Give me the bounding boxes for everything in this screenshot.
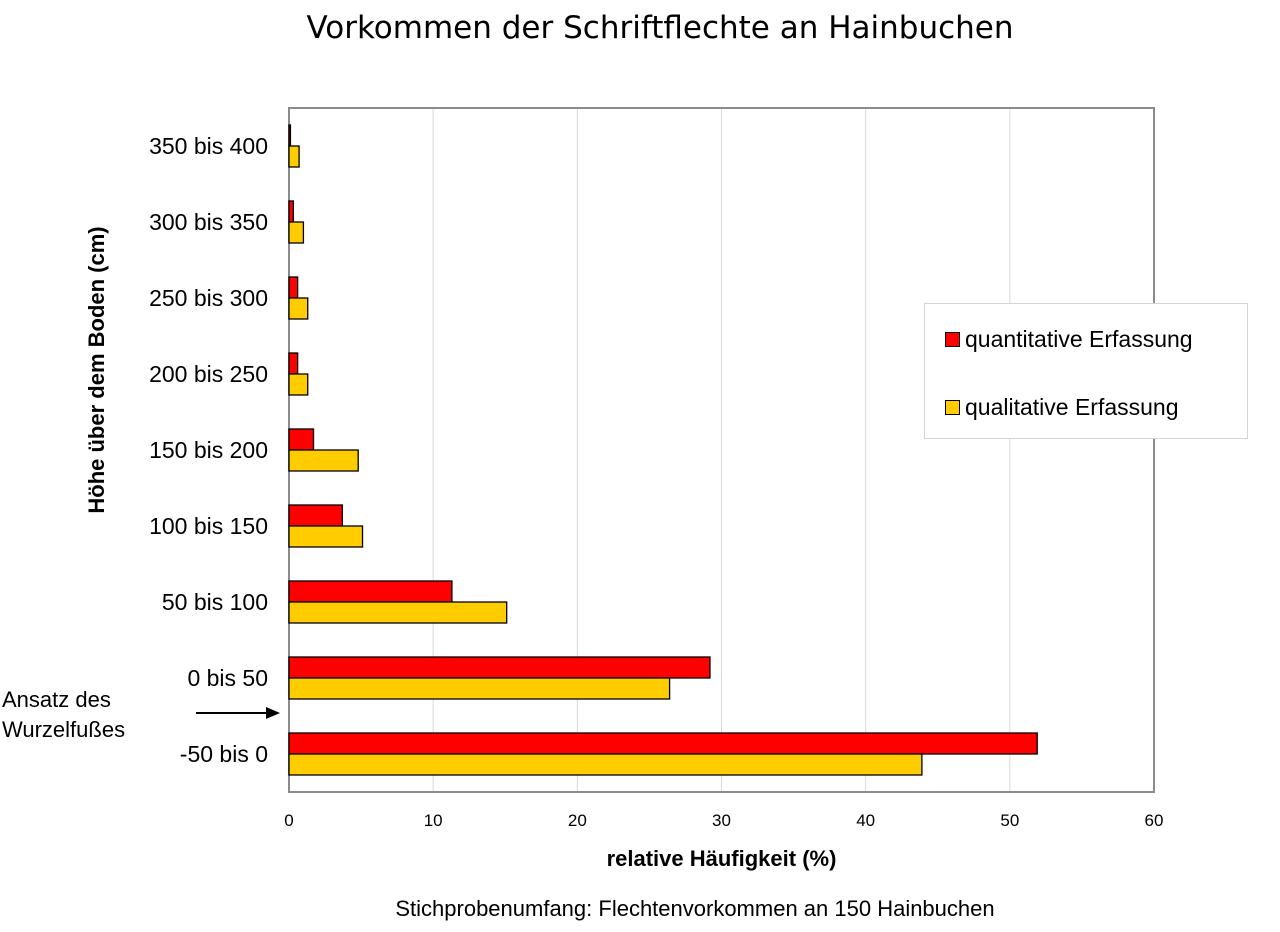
bar-qualitative-0 (288, 145, 300, 168)
bar-qualitative-2 (288, 297, 309, 320)
bar-quantitative-8 (288, 732, 1038, 755)
legend-swatch-qualitative (945, 400, 960, 415)
category-label-0: 350 bis 400 (149, 133, 268, 159)
x-tick-label-6: 60 (1145, 811, 1164, 830)
category-label-6: 50 bis 100 (162, 589, 268, 615)
chart-title: Vorkommen der Schriftflechte an Hainbuch… (306, 10, 1014, 46)
x-axis-label: relative Häufigkeit (%) (607, 846, 837, 871)
annotation-line-1: Ansatz des (2, 687, 111, 712)
category-label-7: 0 bis 50 (187, 665, 268, 691)
category-label-2: 250 bis 300 (149, 285, 268, 311)
bar-quantitative-2 (288, 276, 299, 299)
x-tick-label-5: 50 (1000, 811, 1019, 830)
legend-swatch-quantitative (945, 332, 960, 347)
category-label-3: 200 bis 250 (149, 361, 268, 387)
x-tick-label-2: 20 (568, 811, 587, 830)
category-label-4: 150 bis 200 (149, 437, 268, 463)
bar-qualitative-7 (288, 677, 671, 700)
x-tick-label-0: 0 (284, 811, 293, 830)
bar-quantitative-7 (288, 656, 711, 679)
chart-subtitle: Stichprobenumfang: Flechtenvorkommen an … (395, 896, 995, 921)
x-tick-label-3: 30 (712, 811, 731, 830)
bar-qualitative-4 (288, 449, 359, 472)
x-tick-label-4: 40 (856, 811, 875, 830)
bar-quantitative-5 (288, 504, 343, 527)
bar-qualitative-5 (288, 525, 364, 548)
category-label-1: 300 bis 350 (149, 209, 268, 235)
bar-quantitative-0 (288, 124, 292, 147)
annotation-line-2: Wurzelfußes (2, 717, 126, 742)
annotation-text: Ansatz des Wurzelfußes (2, 685, 125, 745)
chart-legend: quantitative Erfassung qualitative Erfas… (924, 303, 1248, 439)
category-label-5: 100 bis 150 (149, 513, 268, 539)
bar-qualitative-3 (288, 373, 309, 396)
legend-item-qualitative: qualitative Erfassung (945, 394, 1179, 421)
bar-qualitative-1 (288, 221, 305, 244)
bar-quantitative-6 (288, 580, 453, 603)
y-axis-label: Höhe über dem Boden (cm) (84, 226, 109, 513)
annotation-arrow-head (266, 707, 280, 719)
category-label-8: -50 bis 0 (180, 741, 268, 767)
bar-qualitative-8 (288, 753, 923, 776)
legend-label-quantitative: quantitative Erfassung (965, 326, 1193, 352)
bar-quantitative-3 (288, 352, 299, 375)
bar-quantitative-4 (288, 428, 315, 451)
bar-qualitative-6 (288, 601, 508, 624)
legend-item-quantitative: quantitative Erfassung (945, 326, 1193, 353)
legend-label-qualitative: qualitative Erfassung (965, 394, 1179, 420)
x-tick-label-1: 10 (424, 811, 443, 830)
bar-quantitative-1 (288, 200, 294, 223)
